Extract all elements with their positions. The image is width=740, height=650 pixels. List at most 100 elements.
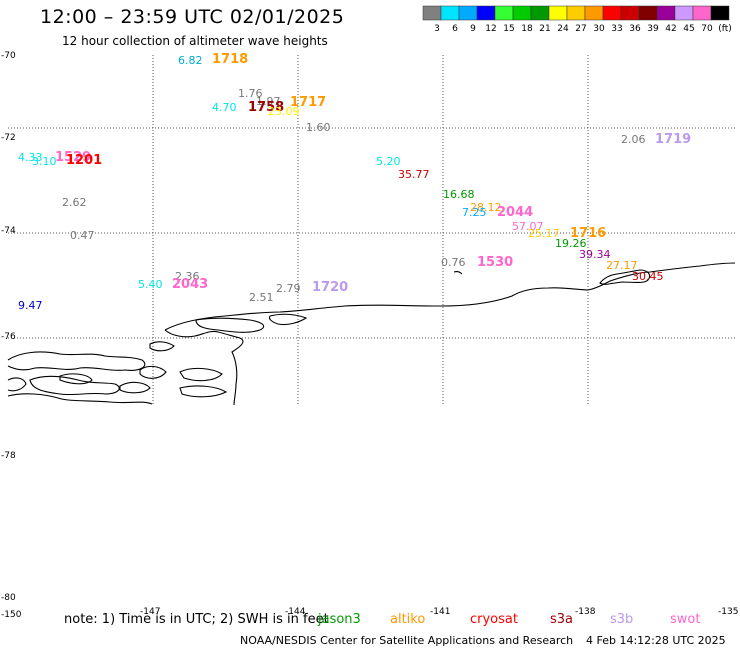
lon-label: -144	[285, 607, 306, 617]
pass-time-label: 1529	[55, 150, 92, 165]
wave-height-label: 9.47	[18, 299, 43, 312]
wave-height-label: 39.34	[579, 248, 611, 261]
pass-time-label: 1720	[312, 280, 349, 295]
wave-height-label: 19.26	[555, 237, 587, 250]
lat-label: -70	[1, 51, 16, 61]
pass-time-label: 2043	[172, 277, 209, 292]
colorbar-tick-label: 45	[683, 24, 694, 33]
wave-height-label: 27.17	[606, 259, 638, 272]
colorbar-swatch	[458, 5, 478, 21]
wave-height-label: 0.47	[70, 229, 95, 242]
pass-time-label: 1530	[477, 255, 514, 270]
wave-height-label: 4.70	[212, 101, 237, 114]
satellite-legend-s3b: s3b	[610, 612, 634, 627]
colorbar-swatch	[512, 5, 532, 21]
wave-height-label: 4.33	[18, 151, 43, 164]
wave-height-label: 57.07	[512, 220, 544, 233]
colorbar-tick-label: 12	[485, 24, 496, 33]
colorbar-swatch	[422, 5, 442, 21]
satellite-legend-swot: swot	[670, 612, 701, 627]
pass-time-label: 1716	[570, 226, 607, 241]
credit-line: NOAA/NESDIS Center for Satellite Applica…	[240, 634, 574, 647]
wave-height-label: 1.97	[256, 95, 281, 108]
wave-height-label: 16.68	[443, 188, 475, 201]
wave-height-label: 30.45	[632, 270, 664, 283]
colorbar-tick-label: (ft)	[718, 24, 732, 33]
wave-height-label: 2.51	[249, 291, 274, 304]
colorbar-tick-label: 9	[470, 24, 476, 33]
lon-label: -135	[718, 607, 739, 617]
colorbar-tick-label: 42	[665, 24, 676, 33]
colorbar-swatch	[476, 5, 496, 21]
colorbar-swatch	[656, 5, 676, 21]
wave-height-label: 2.62	[62, 196, 87, 209]
wave-height-label: 2.36	[175, 270, 200, 283]
colorbar-tick-label: 6	[452, 24, 458, 33]
colorbar-tick-label: 18	[521, 24, 533, 33]
wave-height-label: 1.76	[238, 87, 263, 100]
wave-height-label: 28.12	[470, 201, 502, 214]
colorbar-tick-label: 15	[503, 24, 514, 33]
graticule	[8, 55, 735, 405]
colorbar-swatch	[638, 5, 658, 21]
colorbar-legend: 3 6 9 12 15 18 21 24 27 30 33 36 39 42 45 70 (ft)	[422, 5, 732, 33]
coastline	[7, 262, 736, 406]
colorbar-tick-label: 21	[539, 24, 550, 33]
colorbar-swatch	[584, 5, 604, 21]
lat-label: -74	[1, 226, 16, 236]
colorbar-swatch	[494, 5, 514, 21]
pass-time-label: 1758	[248, 100, 285, 115]
satellite-legend-jason3: jason3	[318, 612, 361, 627]
generated-timestamp: 4 Feb 14:12:28 UTC 2025	[586, 634, 726, 647]
wave-height-label: 0.76	[441, 256, 466, 269]
wave-height-label: 5.20	[376, 155, 401, 168]
pass-time-label: 1719	[655, 132, 692, 147]
lon-label: -150	[1, 610, 22, 620]
colorbar-swatch	[692, 5, 712, 21]
colorbar-tick-label: 27	[575, 24, 586, 33]
pass-time-label: 2044	[497, 205, 534, 220]
colorbar-tick-label: 36	[629, 24, 641, 33]
pass-time-label: 1201	[66, 153, 103, 168]
colorbar-tick-label: 70	[701, 24, 713, 33]
satellite-legend-cryosat: cryosat	[470, 612, 518, 627]
colorbar-tick-label: 3	[434, 24, 440, 33]
wave-height-label: 2.06	[621, 133, 646, 146]
colorbar-swatch	[710, 5, 730, 21]
wave-height-label: 6.82	[178, 54, 203, 67]
lat-label: -80	[1, 593, 16, 603]
colorbar-swatch	[620, 5, 640, 21]
satellite-legend-s3a: s3a	[550, 612, 574, 627]
colorbar-swatch	[530, 5, 550, 21]
colorbar-tick-label: 33	[611, 24, 622, 33]
colorbar-swatch	[602, 5, 622, 21]
lon-label: -147	[140, 607, 161, 617]
wave-height-label: 5.40	[138, 278, 163, 291]
wave-height-label: 25.17	[528, 227, 560, 240]
colorbar-swatch	[674, 5, 694, 21]
pass-time-label: 1717	[290, 95, 327, 110]
lat-label: -72	[1, 133, 16, 143]
wave-height-label: 1.60	[306, 121, 331, 134]
footer-note: note: 1) Time is in UTC; 2) SWH is in fe…	[64, 612, 329, 627]
wave-height-label: 23.09	[268, 105, 300, 118]
lat-label: -78	[1, 451, 16, 461]
satellite-legend-altiko: altiko	[390, 612, 426, 627]
lat-label: -76	[1, 332, 16, 342]
pass-time-label: 1718	[212, 52, 249, 67]
wave-height-label: 2.79	[276, 282, 301, 295]
wave-height-label: 7.25	[462, 206, 487, 219]
colorbar-swatch	[548, 5, 568, 21]
lon-label: -138	[575, 607, 596, 617]
wave-height-label: 35.77	[398, 168, 430, 181]
lon-label: -141	[430, 607, 451, 617]
colorbar-swatch	[440, 5, 460, 21]
colorbar-tick-label: 30	[593, 24, 605, 33]
colorbar-tick-label: 39	[647, 24, 659, 33]
colorbar-swatch	[566, 5, 586, 21]
map-title: 12:00 – 23:59 UTC 02/01/2025	[40, 6, 345, 28]
wave-height-label: 3.10	[32, 155, 57, 168]
map-subtitle: 12 hour collection of altimeter wave hei…	[62, 34, 328, 48]
colorbar-tick-label: 24	[557, 24, 569, 33]
